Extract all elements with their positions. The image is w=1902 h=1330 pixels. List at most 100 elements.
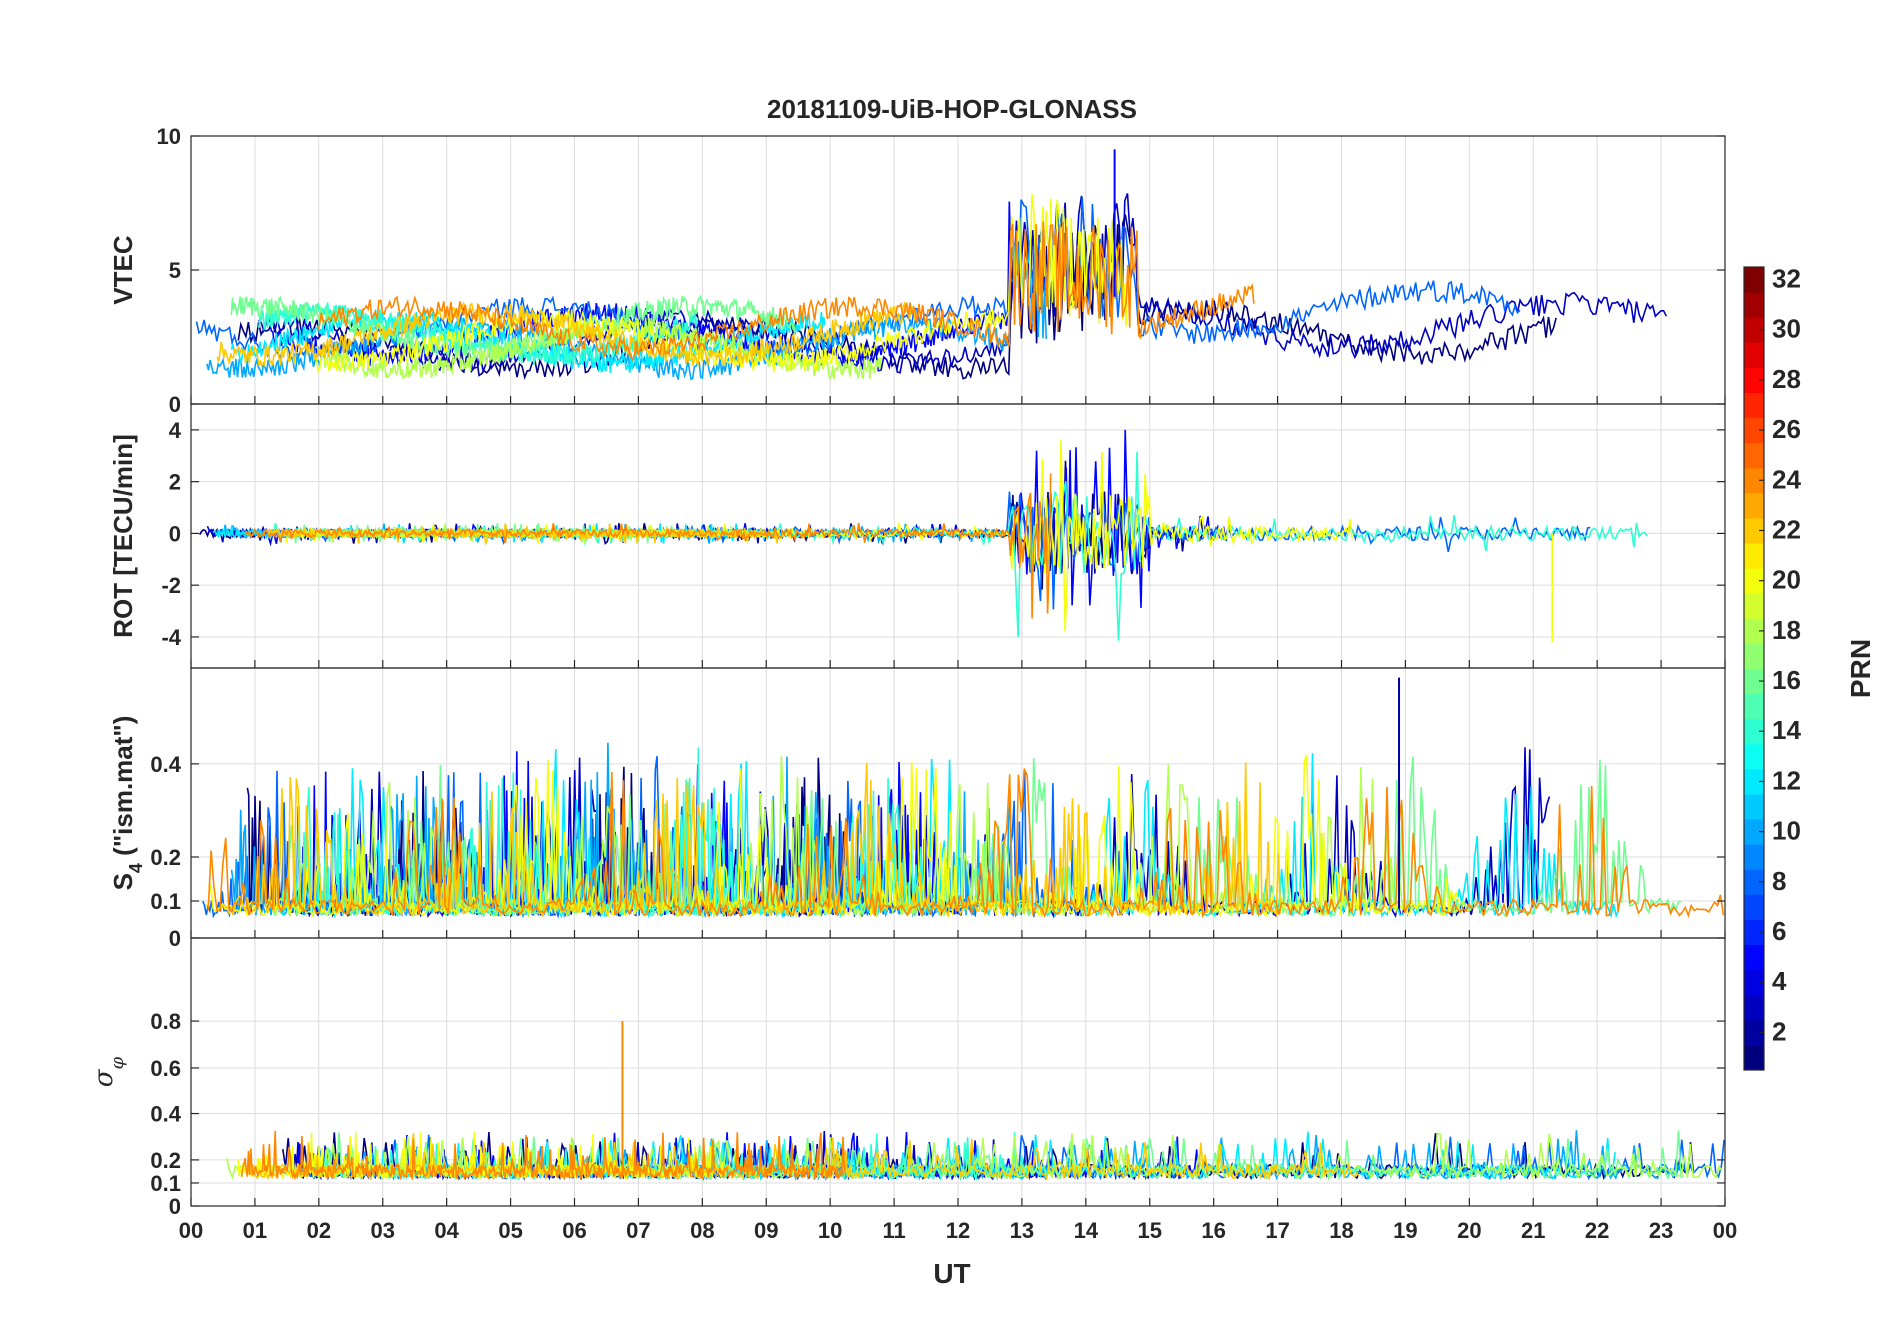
x-axis-label: UT	[933, 1258, 970, 1289]
s4-ylabel-rest: ("ism.mat")	[108, 716, 138, 863]
rot-y-ticks: -4 -2 0 2 4	[161, 418, 1725, 650]
colorbar-tick-label: 26	[1772, 414, 1801, 444]
x-tick-label: 13	[1010, 1218, 1034, 1243]
colorbar-band	[1744, 819, 1764, 845]
x-tick-label: 16	[1201, 1218, 1225, 1243]
vtec-panel: 0 5 10 VTEC	[108, 124, 1726, 417]
s4-series	[202, 677, 1725, 919]
x-tick-label: 07	[626, 1218, 650, 1243]
sigma-phi-series	[225, 1021, 1725, 1182]
colorbar-band	[1744, 643, 1764, 669]
x-tick-label: 21	[1521, 1218, 1545, 1243]
series-line-prn-20	[312, 194, 1129, 375]
series-line-prn-24	[207, 768, 1725, 919]
colorbar-tick-label: 32	[1772, 264, 1801, 294]
colorbar-band	[1744, 1044, 1764, 1071]
y-tick-label: 0	[169, 926, 181, 951]
x-axis-ticks: 00 01 02 03 04 05 06 07 08 09 10 11 12 13 14 15 16 17 18 19…	[179, 396, 1737, 1243]
colorbar-band	[1744, 392, 1764, 419]
sigma-phi-panel: 00.10.2 0.4 0.6 0.8 σφ	[89, 937, 1726, 1219]
colorbar-tick-label: 8	[1772, 866, 1786, 896]
y-tick-label: 0.4	[150, 1102, 181, 1127]
colorbar-band	[1744, 919, 1764, 946]
colorbar-label: PRN	[1845, 639, 1876, 698]
colorbar-tick-label: 20	[1772, 565, 1801, 595]
rot-panel: -4 -2 0 2 4 ROT [TECU/min]	[108, 403, 1726, 669]
colorbar-tick-label: 22	[1772, 514, 1801, 544]
series-line-prn-22	[216, 301, 918, 368]
y-tick-label: 0.2	[150, 845, 181, 870]
y-tick-label: 0.1	[150, 1171, 181, 1196]
chart-title: 20181109-UiB-HOP-GLONASS	[767, 94, 1137, 124]
colorbar-band	[1744, 593, 1764, 619]
series-line-prn-24	[244, 473, 1052, 619]
x-tick-label: 09	[754, 1218, 778, 1243]
y-tick-label: 0	[169, 1194, 181, 1219]
colorbar-band	[1744, 944, 1764, 971]
y-tick-label: 0.2	[150, 1148, 181, 1173]
series-line-prn-8	[247, 491, 1591, 610]
x-tick-label: 23	[1649, 1218, 1673, 1243]
colorbar-band	[1744, 543, 1764, 569]
x-tick-label: 19	[1393, 1218, 1417, 1243]
colorbar-band	[1744, 517, 1764, 544]
x-tick-label: 22	[1585, 1218, 1609, 1243]
x-tick-label: 11	[882, 1218, 905, 1243]
colorbar-band	[1744, 467, 1764, 494]
y-tick-label: 5	[169, 258, 181, 283]
colorbar-band	[1744, 492, 1764, 519]
colorbar-tick-label: 10	[1772, 816, 1801, 846]
colorbar-bands	[1744, 267, 1764, 1071]
vtec-grid	[191, 135, 1725, 405]
colorbar-tick-label: 12	[1772, 765, 1801, 795]
sigma-phi-ylabel-sub: φ	[107, 1056, 128, 1069]
s4-y-ticks: 0 0.1 0.2 0.4	[150, 752, 1725, 951]
x-tick-label: 14	[1074, 1218, 1099, 1243]
colorbar-band	[1744, 292, 1764, 318]
colorbar-band	[1744, 267, 1764, 293]
colorbar-band	[1744, 743, 1764, 770]
colorbar-band	[1744, 367, 1764, 393]
vtec-series	[195, 149, 1668, 381]
colorbar-band	[1744, 618, 1764, 644]
colorbar-tick-label: 24	[1772, 464, 1801, 494]
colorbar-tick-label: 30	[1772, 314, 1801, 344]
x-tick-label: 08	[690, 1218, 714, 1243]
colorbar-frame	[1743, 266, 1765, 1071]
series-line-prn-3	[257, 193, 1668, 375]
x-tick-label: 04	[434, 1218, 459, 1243]
colorbar-band	[1744, 668, 1764, 695]
colorbar-band	[1744, 718, 1764, 745]
series-line-prn-24	[316, 221, 1255, 362]
y-tick-label: 0	[169, 392, 181, 417]
x-tick-label: 18	[1329, 1218, 1353, 1243]
x-tick-label: 03	[371, 1218, 395, 1243]
y-tick-label: 0.6	[150, 1056, 181, 1081]
x-tick-label: 10	[818, 1218, 842, 1243]
vtec-ylabel: VTEC	[108, 235, 138, 305]
colorbar-band	[1744, 894, 1764, 920]
sigma-phi-ylabel: σφ	[89, 1056, 128, 1087]
sigma-phi-ylabel-main: σ	[89, 1068, 119, 1087]
colorbar-tick-label: 28	[1772, 364, 1801, 394]
colorbar-band	[1744, 442, 1764, 469]
y-tick-label: 0	[169, 521, 181, 546]
x-tick-label: 02	[307, 1218, 331, 1243]
series-line-prn-24	[240, 1130, 847, 1182]
y-tick-label: 2	[169, 470, 181, 495]
colorbar-tick-label: 14	[1772, 715, 1801, 745]
colorbar-band	[1744, 568, 1764, 594]
series-line-prn-8	[195, 197, 1521, 361]
s4-panel: 0 0.1 0.2 0.4 S4 ("ism.mat")	[108, 667, 1726, 951]
colorbar-band	[1744, 1019, 1764, 1046]
y-tick-label: 0.8	[150, 1009, 181, 1034]
s4-ylabel-main: S	[108, 873, 138, 890]
sigma-phi-y-ticks: 00.10.2 0.4 0.6 0.8	[150, 1009, 1725, 1219]
x-tick-label: 06	[562, 1218, 586, 1243]
series-line-prn-14	[272, 451, 1648, 641]
colorbar-tick-label: 2	[1772, 1016, 1786, 1046]
colorbar-band	[1744, 693, 1764, 720]
